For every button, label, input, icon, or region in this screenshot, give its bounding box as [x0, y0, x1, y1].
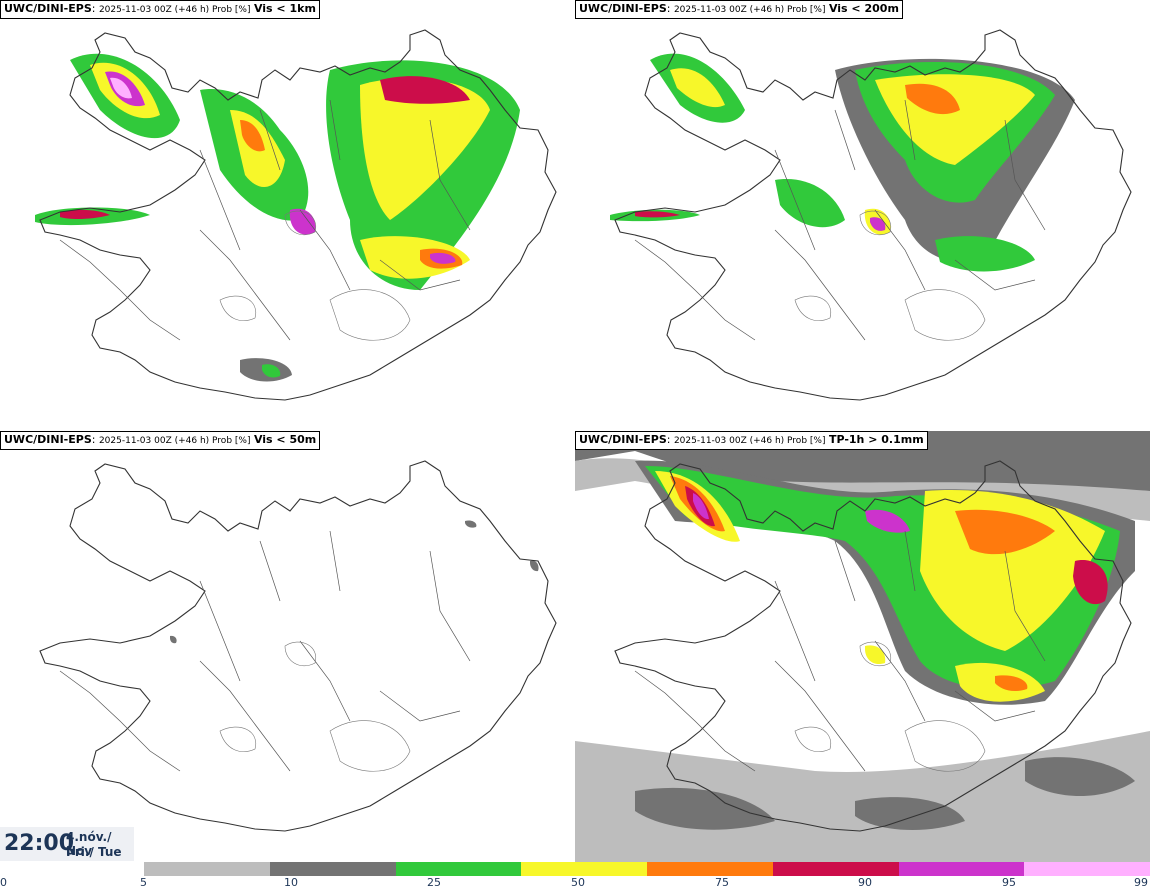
colorbar-segment: [898, 862, 1025, 876]
colorbar-segment: [521, 862, 647, 876]
param-label: Vis < 200m: [828, 2, 899, 15]
colorbar-segment: [772, 862, 899, 876]
valid-time-clock: 22:00: [4, 831, 75, 856]
panel-header: UWC/DINI-EPS: 2025-11-03 00Z (+46 h) Pro…: [575, 431, 928, 450]
run-meta: 2025-11-03 00Z (+46 h) Prob [%]: [98, 5, 251, 15]
colorbar-tick-label: 75: [715, 876, 729, 889]
valid-day: Þri./ Tue: [66, 845, 122, 859]
colorbar-tick-label: 95: [1002, 876, 1016, 889]
map-panel-vis-1km: UWC/DINI-EPS: 2025-11-03 00Z (+46 h) Pro…: [0, 0, 575, 431]
map-panel-vis-50m: UWC/DINI-EPS: 2025-11-03 00Z (+46 h) Pro…: [0, 431, 575, 862]
valid-time-box: 22:00 4.nóv./ Nov Þri./ Tue: [0, 827, 134, 861]
run-meta: 2025-11-03 00Z (+46 h) Prob [%]: [673, 5, 826, 15]
run-meta: 2025-11-03 00Z (+46 h) Prob [%]: [98, 436, 251, 446]
map-panel-tp-1h: UWC/DINI-EPS: 2025-11-03 00Z (+46 h) Pro…: [575, 431, 1150, 862]
colorbar-tick-label: 0: [0, 876, 7, 889]
run-meta: 2025-11-03 00Z (+46 h) Prob [%]: [673, 436, 826, 446]
model-name: UWC/DINI-EPS: [579, 2, 667, 15]
map-vis-200m: [610, 29, 1132, 401]
colorbar-tick-label: 25: [427, 876, 441, 889]
model-name: UWC/DINI-EPS: [4, 433, 92, 446]
param-label: Vis < 50m: [253, 433, 317, 446]
map-tp-1h: [575, 431, 1150, 862]
valid-date: 4.nóv./ Nov: [66, 830, 112, 858]
colorbar-tick-label: 10: [284, 876, 298, 889]
colorbar-segment: [395, 862, 522, 876]
panel-header: UWC/DINI-EPS: 2025-11-03 00Z (+46 h) Pro…: [0, 0, 320, 19]
map-vis-1km: [35, 29, 557, 401]
colorbar-tick-label: 99: [1134, 876, 1148, 889]
fog-area-2: [326, 60, 520, 290]
fog-area-1: [170, 520, 539, 644]
colorbar-segment: [144, 862, 270, 876]
map-vis-50m: [39, 460, 557, 832]
fog-area-4: [35, 207, 292, 382]
fog-area-1: [70, 53, 180, 139]
precip-area-main: [635, 460, 1135, 705]
panel-header: UWC/DINI-EPS: 2025-11-03 00Z (+46 h) Pro…: [575, 0, 903, 19]
colorbar-tick-label: 90: [858, 876, 872, 889]
fog-area-1: [650, 53, 745, 123]
probability-colorbar: [144, 862, 1150, 876]
colorbar-segment: [647, 862, 773, 876]
colorbar-tick-label: 50: [571, 876, 585, 889]
fog-area-2: [835, 58, 1075, 272]
param-label: Vis < 1km: [253, 2, 316, 15]
colorbar-tick-label: 5: [140, 876, 147, 889]
fog-area-3: [200, 89, 316, 235]
panel-header: UWC/DINI-EPS: 2025-11-03 00Z (+46 h) Pro…: [0, 431, 321, 450]
colorbar-segment: [269, 862, 396, 876]
map-panel-vis-200m: UWC/DINI-EPS: 2025-11-03 00Z (+46 h) Pro…: [575, 0, 1150, 431]
model-name: UWC/DINI-EPS: [4, 2, 92, 15]
model-name: UWC/DINI-EPS: [579, 433, 667, 446]
param-label: TP-1h > 0.1mm: [828, 433, 924, 446]
fog-area-3: [610, 179, 891, 235]
colorbar-segment: [1024, 862, 1150, 876]
